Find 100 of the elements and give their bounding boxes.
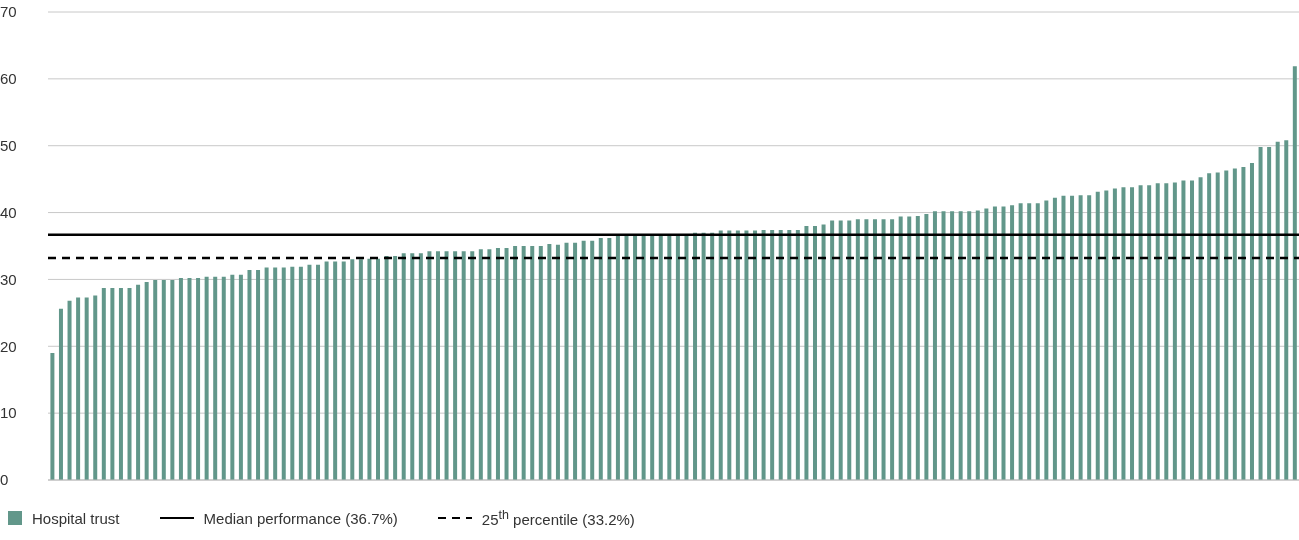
bar: [1070, 195, 1075, 480]
bar: [598, 237, 603, 480]
bar: [770, 229, 775, 480]
bar: [633, 234, 638, 480]
bar: [1164, 183, 1169, 480]
bar: [573, 242, 578, 480]
bar: [615, 234, 620, 480]
bar: [470, 251, 475, 480]
bar: [984, 208, 989, 480]
bar: [1155, 183, 1160, 480]
bar: [178, 278, 183, 480]
bar: [727, 230, 732, 480]
bar: [127, 288, 132, 480]
bar: [1241, 167, 1246, 480]
bar: [581, 240, 586, 480]
bar: [932, 211, 937, 480]
bar: [1044, 200, 1049, 480]
bar: [247, 270, 252, 480]
bar: [975, 210, 980, 480]
bar: [67, 300, 72, 480]
bar: [1258, 147, 1263, 480]
bar: [110, 288, 115, 480]
bar: [924, 213, 929, 480]
legend-label: Hospital trust: [32, 509, 120, 527]
bar: [778, 229, 783, 480]
bar: [992, 206, 997, 480]
bar: [650, 234, 655, 480]
y-tick-label: 10: [0, 404, 17, 422]
bar: [753, 230, 758, 480]
bar: [607, 237, 612, 480]
bar: [204, 276, 209, 480]
bar: [435, 251, 440, 480]
bar: [538, 246, 543, 480]
bar: [393, 256, 398, 480]
bar: [495, 248, 500, 480]
bar: [624, 234, 629, 480]
bar: [821, 224, 826, 480]
bar: [1275, 141, 1280, 480]
bar: [153, 280, 158, 480]
bar: [555, 244, 560, 480]
bar: [890, 219, 895, 480]
bar: [298, 266, 303, 480]
bar: [367, 258, 372, 480]
bar: [1138, 185, 1143, 480]
legend-label: 25$^{th}$ percentile (33.2%): [481, 508, 635, 528]
bar: [358, 259, 363, 480]
bar: [855, 219, 860, 480]
bar: [547, 243, 552, 480]
bar: [1292, 66, 1297, 480]
bar: [1112, 188, 1117, 480]
bar: [1181, 180, 1186, 480]
bar: [1052, 197, 1057, 480]
bar: [376, 258, 380, 480]
bar: [101, 288, 106, 480]
bar: [487, 249, 492, 480]
bar: [684, 234, 689, 480]
y-tick-label: 60: [0, 70, 17, 88]
bar: [1190, 180, 1195, 480]
bar: [453, 251, 458, 480]
bar: [1087, 195, 1092, 480]
bar: [196, 278, 201, 480]
bar: [564, 242, 569, 480]
bar: [410, 253, 415, 480]
bar: [675, 234, 680, 480]
bar: [281, 267, 286, 480]
bar: [256, 270, 261, 480]
bar: [838, 220, 843, 480]
bar: [118, 288, 123, 480]
bar: [1130, 187, 1135, 480]
bar: [744, 230, 749, 480]
bar: [350, 259, 355, 480]
bar: [813, 225, 817, 480]
bar: [967, 211, 972, 480]
bar: [273, 267, 278, 480]
bar: [324, 261, 329, 480]
bar: [238, 274, 243, 480]
bar: [941, 211, 946, 480]
bar: [641, 234, 646, 480]
y-tick-label: 40: [0, 203, 17, 221]
bar: [444, 251, 449, 480]
bar: [1104, 190, 1109, 480]
bar: [898, 216, 903, 480]
bar: [907, 216, 912, 480]
bar: [1215, 172, 1220, 480]
bar: [1121, 187, 1126, 480]
bar: [76, 297, 81, 480]
legend-label: Median performance (36.7%): [203, 509, 398, 527]
bar: [84, 297, 89, 480]
y-tick-label: 0: [0, 471, 9, 489]
bar: [658, 234, 663, 480]
bar: [341, 261, 346, 480]
bar: [307, 264, 312, 480]
bar: [1035, 203, 1040, 480]
bar: [461, 251, 466, 480]
y-tick-label: 30: [0, 270, 17, 288]
bar: [1267, 147, 1272, 480]
bar: [1147, 185, 1152, 480]
bar: [1284, 140, 1289, 480]
bar: [136, 284, 141, 480]
bar: [915, 215, 920, 480]
